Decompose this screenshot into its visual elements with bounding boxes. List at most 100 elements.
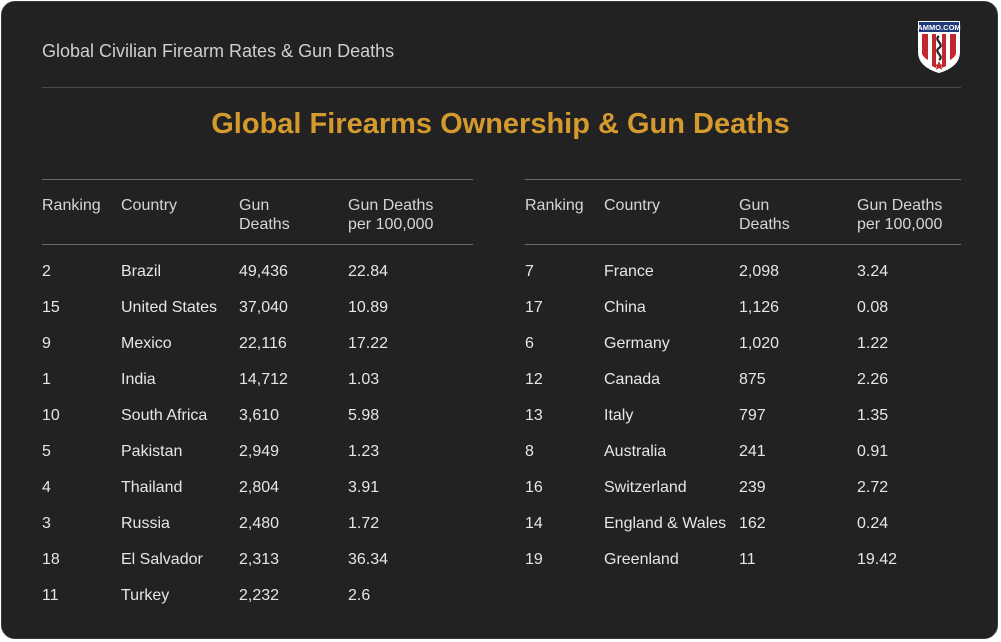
cell-country: Mexico	[121, 335, 172, 352]
col-header-per-100k: Gun Deaths per 100,000	[348, 196, 433, 234]
cell-rank: 5	[42, 443, 51, 460]
cell-rank: 7	[525, 263, 534, 280]
cell-rate-per-100k: 19.42	[857, 551, 898, 568]
cell-gun-deaths: 875	[739, 371, 766, 388]
col-header-gun-deaths-line2: Deaths	[739, 216, 790, 233]
header-divider	[42, 87, 961, 88]
cell-gun-deaths: 2,232	[239, 587, 280, 604]
cell-rate-per-100k: 1.22	[857, 335, 889, 352]
cell-gun-deaths: 241	[739, 443, 766, 460]
col-header-ranking: Ranking	[525, 197, 584, 214]
cell-country: Brazil	[121, 263, 162, 280]
cell-rank: 19	[525, 551, 543, 568]
cell-rank: 12	[525, 371, 543, 388]
cell-rank: 3	[42, 515, 51, 532]
cell-rank: 8	[525, 443, 534, 460]
cell-rate-per-100k: 2.6	[348, 587, 371, 604]
cell-country: France	[604, 263, 654, 280]
cell-gun-deaths: 37,040	[239, 299, 288, 316]
cell-rate-per-100k: 5.98	[348, 407, 380, 424]
cell-gun-deaths: 2,804	[239, 479, 280, 496]
cell-rank: 13	[525, 407, 543, 424]
col-header-per-100k-line1: Gun Deaths	[857, 197, 943, 214]
col-header-ranking: Ranking	[42, 197, 101, 214]
cell-rank: 11	[42, 587, 59, 604]
cell-rate-per-100k: 0.91	[857, 443, 889, 460]
cell-rate-per-100k: 1.35	[857, 407, 889, 424]
cell-gun-deaths: 2,313	[239, 551, 280, 568]
cell-country: India	[121, 371, 156, 388]
main-title: Global Firearms Ownership & Gun Deaths	[211, 108, 790, 140]
cell-gun-deaths: 1,020	[739, 335, 780, 352]
cell-rank: 1	[42, 371, 51, 388]
cell-rate-per-100k: 10.89	[348, 299, 389, 316]
cell-rank: 16	[525, 479, 543, 496]
cell-rate-per-100k: 17.22	[348, 335, 389, 352]
table-header-rule	[42, 244, 473, 245]
cell-rank: 14	[525, 515, 543, 532]
cell-country: Pakistan	[121, 443, 183, 460]
cell-country: Turkey	[121, 587, 170, 604]
col-header-per-100k-line1: Gun Deaths	[348, 197, 434, 214]
cell-gun-deaths: 2,098	[739, 263, 780, 280]
cell-country: Thailand	[121, 479, 183, 496]
cell-rate-per-100k: 0.08	[857, 299, 889, 316]
cell-country: Australia	[604, 443, 667, 460]
cell-rate-per-100k: 1.23	[348, 443, 380, 460]
col-header-gun-deaths: Gun Deaths	[239, 196, 290, 234]
cell-country: Switzerland	[604, 479, 687, 496]
col-header-country: Country	[604, 197, 661, 214]
cell-country: Germany	[604, 335, 670, 352]
col-header-per-100k-line2: per 100,000	[348, 216, 434, 233]
cell-gun-deaths: 14,712	[239, 371, 288, 388]
cell-rate-per-100k: 3.91	[348, 479, 380, 496]
col-header-per-100k-line2: per 100,000	[857, 216, 943, 233]
col-header-gun-deaths-line2: Deaths	[239, 216, 290, 233]
logo-text: AMMO.COM	[917, 23, 960, 32]
cell-gun-deaths: 49,436	[239, 263, 288, 280]
cell-gun-deaths: 2,949	[239, 443, 280, 460]
table-header-rule	[525, 244, 961, 245]
col-header-gun-deaths-line1: Gun	[739, 197, 770, 214]
col-header-per-100k: Gun Deaths per 100,000	[857, 196, 942, 234]
cell-gun-deaths: 239	[739, 479, 766, 496]
cell-country: South Africa	[121, 407, 208, 424]
cell-rate-per-100k: 0.24	[857, 515, 889, 532]
cell-rate-per-100k: 1.72	[348, 515, 380, 532]
cell-rank: 10	[42, 407, 60, 424]
ammo-com-logo: AMMO.COM	[917, 21, 961, 74]
cell-rate-per-100k: 3.24	[857, 263, 889, 280]
cell-rank: 18	[42, 551, 60, 568]
cell-rate-per-100k: 22.84	[348, 263, 389, 280]
header-title: Global Civilian Firearm Rates & Gun Deat…	[42, 41, 395, 61]
cell-gun-deaths: 1,126	[739, 299, 780, 316]
cell-country: Russia	[121, 515, 170, 532]
cell-country: Greenland	[604, 551, 679, 568]
cell-gun-deaths: 2,480	[239, 515, 280, 532]
cell-rank: 9	[42, 335, 51, 352]
cell-rate-per-100k: 36.34	[348, 551, 389, 568]
cell-country: Italy	[604, 407, 634, 424]
cell-country: United States	[121, 299, 218, 316]
cell-rate-per-100k: 1.03	[348, 371, 380, 388]
cell-country: El Salvador	[121, 551, 203, 568]
cell-gun-deaths: 3,610	[239, 407, 280, 424]
col-header-country: Country	[121, 197, 178, 214]
cell-rank: 15	[42, 299, 60, 316]
cell-rank: 6	[525, 335, 534, 352]
cell-rank: 2	[42, 263, 51, 280]
cell-rank: 4	[42, 479, 51, 496]
table-top-rule	[42, 179, 473, 180]
cell-rate-per-100k: 2.72	[857, 479, 889, 496]
col-header-gun-deaths: Gun Deaths	[739, 196, 790, 234]
col-header-gun-deaths-line1: Gun	[239, 197, 270, 214]
cell-country: Canada	[604, 371, 661, 388]
cell-gun-deaths: 162	[739, 515, 766, 532]
cell-gun-deaths: 797	[739, 407, 766, 424]
cell-country: China	[604, 299, 646, 316]
cell-rank: 17	[525, 299, 543, 316]
table-top-rule	[525, 179, 961, 180]
cell-rate-per-100k: 2.26	[857, 371, 889, 388]
cell-gun-deaths: 22,116	[239, 335, 287, 352]
